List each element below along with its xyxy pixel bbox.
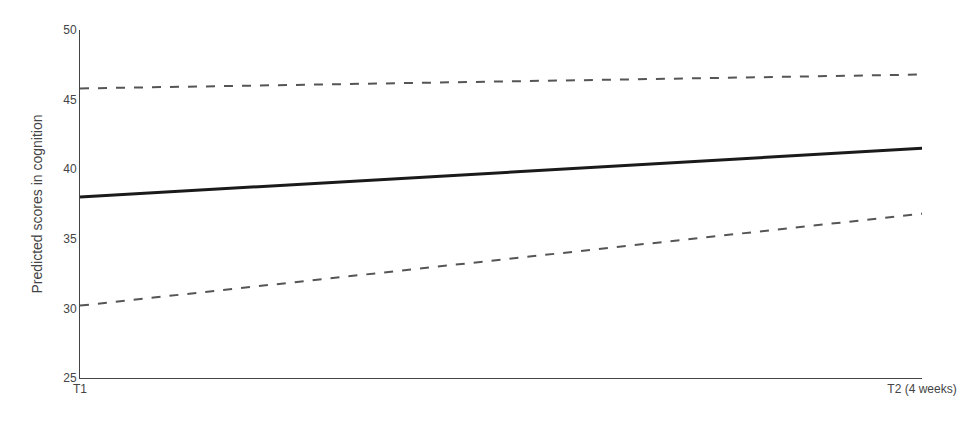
svg-text:35: 35 [63, 232, 77, 246]
svg-text:T2 (4 weeks): T2 (4 weeks) [887, 382, 956, 396]
svg-text:40: 40 [63, 162, 77, 176]
svg-text:25: 25 [63, 371, 77, 385]
svg-text:50: 50 [63, 23, 77, 37]
svg-text:45: 45 [63, 93, 77, 107]
svg-text:Predicted scores in cognition: Predicted scores in cognition [29, 115, 45, 294]
svg-text:T1: T1 [73, 382, 87, 396]
svg-text:30: 30 [63, 302, 77, 316]
